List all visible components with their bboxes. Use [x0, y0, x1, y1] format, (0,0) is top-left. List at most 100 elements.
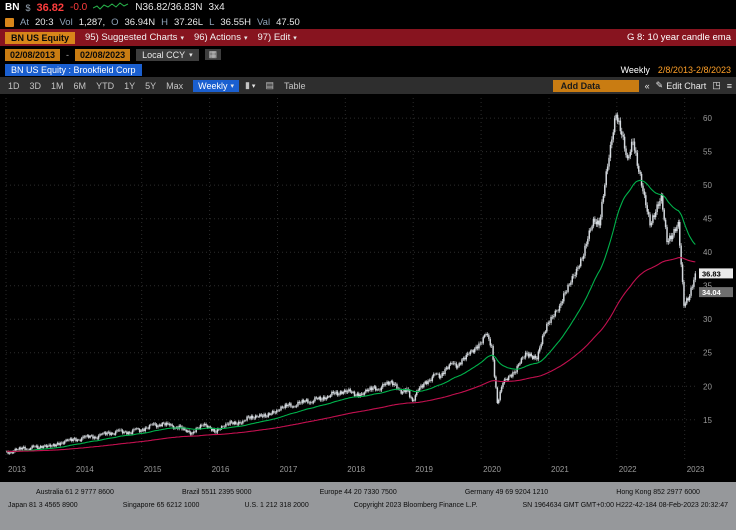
period-button-1d[interactable]: 1D [8, 80, 20, 91]
edit-chart-label: Edit Chart [666, 80, 707, 91]
more-menu-icon[interactable]: ≡ [726, 80, 732, 91]
at-label: At [20, 16, 29, 28]
svg-text:2014: 2014 [76, 465, 94, 474]
period-button-3d[interactable]: 3D [29, 80, 42, 91]
value-value: 47.50 [276, 16, 300, 28]
chevron-down-icon: ▾ [251, 82, 256, 90]
quote-line-2: At 20:3 Vol 1,287, O 36.94N H 37.26L L 3… [0, 15, 736, 29]
security-tag[interactable]: BN US Equity [5, 31, 76, 44]
svg-text:25: 25 [703, 349, 712, 358]
pencil-icon: ✎ [655, 80, 664, 90]
currency-select-label: Local CCY [142, 49, 186, 60]
chevron-down-icon: ▾ [180, 34, 184, 42]
menu-suggested-charts[interactable]: 95) Suggested Charts ▾ [85, 32, 184, 43]
footer-phone-line: Australia 61 2 9777 8600 Brazil 5511 239… [8, 487, 728, 500]
last-price: 36.82 [36, 1, 64, 14]
menu-edit[interactable]: 97) Edit ▾ [257, 32, 296, 43]
chart-toolbar: 1D 3D 1M 6M YTD 1Y 5Y Max Weekly ▾ ▮ ▾ ▤ … [0, 77, 736, 94]
svg-text:40: 40 [703, 248, 712, 257]
period-button-6m[interactable]: 6M [73, 80, 87, 91]
svg-text:2023: 2023 [687, 465, 705, 474]
bid-ask: N36.82/36.83N [135, 2, 203, 13]
period-button-max[interactable]: Max [166, 80, 184, 91]
chart-range-label: 2/8/2013-2/8/2023 [657, 65, 731, 75]
high-value: 37.26L [174, 16, 204, 28]
date-range-separator: - [66, 49, 70, 60]
footer-copyright-line: Japan 81 3 4565 8900 Singapore 65 6212 1… [8, 500, 728, 513]
svg-text:2017: 2017 [280, 465, 298, 474]
price-chart[interactable]: 15 20 25 30 35 40 45 50 55 60 2013 2014 2015 2016 2017… [0, 94, 736, 482]
open-value: 36.94N [124, 16, 156, 28]
svg-text:2015: 2015 [144, 465, 162, 474]
svg-text:35: 35 [703, 282, 712, 291]
high-label: H [161, 16, 169, 28]
footer-phone-australia: Australia 61 2 9777 8600 [36, 489, 114, 496]
sparkline-icon [93, 1, 129, 14]
chart-security-title: BN US Equity : Brookfield Corp [5, 64, 142, 76]
footer-phone-japan: Japan 81 3 4565 8900 [8, 501, 78, 509]
footer-session-info: SN 1964634 GMT GMT+0:00 H222-42-184 08-F… [522, 501, 728, 509]
period-button-ytd[interactable]: YTD [96, 80, 115, 91]
date-from-input[interactable]: 02/08/2013 [5, 48, 61, 61]
terminal-footer: Australia 61 2 9777 8600 Brazil 5511 239… [0, 482, 736, 530]
svg-text:2019: 2019 [415, 465, 433, 474]
currency-label: $ [25, 2, 31, 13]
svg-text:20: 20 [703, 382, 712, 391]
frequency-select-label: Weekly [198, 80, 228, 91]
svg-text:2020: 2020 [483, 465, 501, 474]
quote-line-1: BN $ 36.82 -0.0 N36.82/36.83N 3x4 [0, 0, 736, 15]
svg-text:34.04: 34.04 [702, 288, 722, 297]
currency-select[interactable]: Local CCY ▾ [136, 48, 199, 61]
svg-text:60: 60 [703, 114, 712, 123]
footer-phone-europe: Europe 44 20 7330 7500 [319, 489, 397, 496]
footer-phone-singapore: Singapore 65 6212 1000 [122, 501, 200, 509]
svg-text:45: 45 [703, 215, 712, 224]
period-button-5y[interactable]: 5Y [145, 80, 157, 91]
ticker-symbol: BN [5, 2, 20, 13]
date-to-input[interactable]: 02/08/2023 [75, 48, 131, 61]
svg-text:30: 30 [703, 315, 712, 324]
svg-text:2018: 2018 [347, 465, 365, 474]
svg-text:2016: 2016 [212, 465, 230, 474]
menu-actions[interactable]: 96) Actions ▾ [194, 32, 248, 43]
price-change: -0.0 [70, 2, 88, 13]
range-controls: 02/08/2013 - 02/08/2023 Local CCY ▾ ▦ [0, 46, 736, 63]
compare-icon[interactable]: ▤ [265, 80, 274, 90]
drag-handle-icon[interactable] [5, 17, 14, 27]
footer-phone-us: U.S. 1 212 318 2000 [244, 501, 309, 509]
menu-edit-label: 97) Edit [257, 32, 291, 43]
low-label: L [209, 16, 215, 28]
svg-text:50: 50 [703, 181, 712, 190]
period-button-1m[interactable]: 1M [51, 80, 64, 91]
volume-label: Vol [59, 16, 73, 28]
chevron-down-icon: ▾ [243, 34, 248, 42]
svg-text:55: 55 [703, 148, 712, 157]
menu-suggested-charts-label: 95) Suggested Charts [85, 32, 178, 43]
at-value: 20:3 [34, 16, 54, 28]
svg-text:2021: 2021 [551, 465, 569, 474]
svg-text:15: 15 [703, 416, 712, 425]
add-data-input[interactable]: Add Data [552, 79, 639, 92]
function-menu-bar: BN US Equity 95) Suggested Charts ▾ 96) … [0, 29, 736, 46]
edit-chart-button[interactable]: ✎ Edit Chart [656, 80, 707, 91]
value-label: Val [257, 16, 271, 28]
footer-copyright: Copyright 2023 Bloomberg Finance L.P. [353, 501, 478, 509]
period-button-1y[interactable]: 1Y [124, 80, 136, 91]
footer-phone-hongkong: Hong Kong 852 2977 6000 [616, 489, 700, 496]
chart-type-candle-icon[interactable]: ▮ ▾ [244, 80, 256, 90]
collapse-panel-icon[interactable]: « [644, 80, 650, 91]
open-label: O [111, 16, 119, 28]
menu-actions-label: 96) Actions [193, 32, 241, 43]
table-button[interactable]: Table [283, 80, 306, 91]
chart-header: BN US Equity : Brookfield Corp Weekly 2/… [0, 63, 736, 77]
svg-text:2022: 2022 [619, 465, 637, 474]
chart-options-icon[interactable]: ▦ [204, 49, 222, 60]
screen-label: G 8: 10 year candle ema [626, 32, 731, 43]
footer-phone-brazil: Brazil 5511 2395 9000 [181, 489, 252, 496]
low-value: 36.55H [220, 16, 252, 28]
chevron-down-icon: ▾ [189, 51, 193, 59]
volume-value: 1,287, [78, 16, 106, 28]
footer-phone-germany: Germany 49 69 9204 1210 [464, 489, 549, 496]
frequency-select[interactable]: Weekly ▾ [193, 79, 239, 92]
expand-icon[interactable]: ◳ [712, 80, 721, 90]
